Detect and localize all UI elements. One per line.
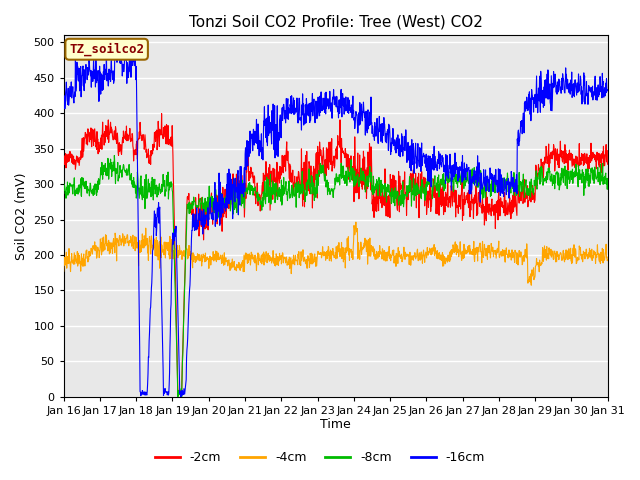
X-axis label: Time: Time (320, 419, 351, 432)
Y-axis label: Soil CO2 (mV): Soil CO2 (mV) (15, 172, 28, 260)
Text: TZ_soilco2: TZ_soilco2 (69, 43, 144, 56)
Title: Tonzi Soil CO2 Profile: Tree (West) CO2: Tonzi Soil CO2 Profile: Tree (West) CO2 (189, 15, 483, 30)
Legend: -2cm, -4cm, -8cm, -16cm: -2cm, -4cm, -8cm, -16cm (150, 446, 490, 469)
